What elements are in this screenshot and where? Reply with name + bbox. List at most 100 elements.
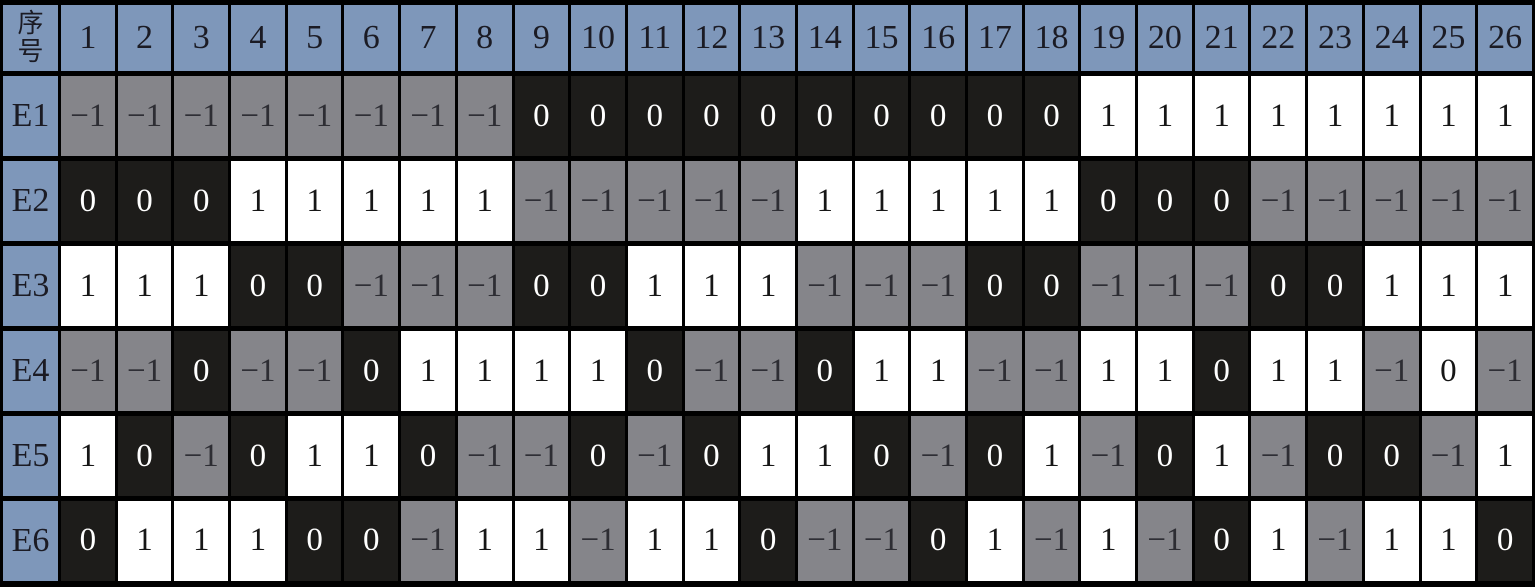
table-row-E2: E2 0 0 0 1 1 1 1 1 −1 −1 −1 −1 −1 1 1 1 1 1 0 0 0 −1 −1 −1 −1 −1 [0,156,1535,246]
table-cell: 1 [1078,71,1139,161]
row-label-E3: E3 [0,241,61,331]
table-cell: 1 [1418,71,1479,161]
table-cell: 0 [738,496,798,587]
row-label-E4: E4 [0,326,61,416]
table-cell: 0 [341,496,402,587]
table-cell: 0 [624,71,685,161]
column-header-14: 14 [794,0,855,76]
column-header-5: 5 [284,0,345,76]
table-cell: 1 [1021,411,1082,501]
table-cell: 0 [908,71,968,161]
table-cell: 1 [114,241,175,331]
row-label-E2: E2 [0,156,61,246]
table-cell: 1 [454,496,515,587]
table-cell: 0 [284,496,345,587]
table-cell: −1 [1135,496,1195,587]
corner-label: 序号 [0,0,61,76]
table-cell: 1 [1305,71,1365,161]
row-label-E6: E6 [0,496,61,587]
table-cell: −1 [114,326,175,416]
table-cell: 1 [681,241,742,331]
table-cell: 1 [568,326,628,416]
table-cell: 1 [1418,241,1479,331]
table-cell: 0 [1191,326,1252,416]
table-cell: −1 [1191,241,1252,331]
column-header-9: 9 [511,0,572,76]
table-cell: −1 [681,156,742,246]
table-cell: 0 [965,241,1025,331]
column-header-18: 18 [1021,0,1082,76]
table-cell: −1 [1305,156,1365,246]
table-cell: 1 [851,326,912,416]
table-cell: 1 [171,496,232,587]
column-header-10: 10 [568,0,628,76]
table-cell: 0 [114,156,175,246]
table-cell: 1 [1418,496,1479,587]
table-cell: 1 [1135,326,1195,416]
table-cell: −1 [738,326,798,416]
table-cell: −1 [511,411,572,501]
table-cell: −1 [1305,496,1365,587]
table-cell: 1 [681,496,742,587]
column-header-24: 24 [1361,0,1422,76]
table-cell: 0 [511,241,572,331]
table-cell: −1 [908,411,968,501]
table-cell: 1 [284,156,345,246]
table-cell: 1 [794,411,855,501]
table-cell: 0 [1305,241,1365,331]
table-cell: 1 [114,496,175,587]
column-header-21: 21 [1191,0,1252,76]
table-cell: −1 [1418,156,1479,246]
table-cell: 0 [851,411,912,501]
table-cell: 1 [1191,71,1252,161]
table-cell: 0 [794,326,855,416]
table-cell: −1 [171,71,232,161]
table-cell: 1 [738,411,798,501]
table-cell: 1 [851,156,912,246]
table-cell: 0 [851,71,912,161]
column-header-26: 26 [1475,0,1535,76]
table-cell: −1 [1078,411,1139,501]
table-cell: −1 [454,411,515,501]
table-cell: 0 [228,241,288,331]
table-cell: 0 [1191,156,1252,246]
table-cell: −1 [398,241,458,331]
table-cell: 1 [58,241,118,331]
column-header-16: 16 [908,0,968,76]
table-cell: 0 [1135,411,1195,501]
table-cell: −1 [228,71,288,161]
table-body: E1 −1 −1 −1 −1 −1 −1 −1 −1 0 0 0 0 0 0 0 0 0 0 1 1 1 1 1 1 1 1 E2 0 0… [0,71,1535,587]
table-cell: −1 [568,496,628,587]
table-cell: 1 [454,156,515,246]
table-cell: 1 [58,411,118,501]
table-cell: −1 [1135,241,1195,331]
table-cell: 0 [794,71,855,161]
table-cell: 1 [171,241,232,331]
table-cell: 0 [284,241,345,331]
table-cell: 0 [341,326,402,416]
table-cell: 1 [1248,71,1309,161]
table-cell: 0 [1418,326,1479,416]
column-header-17: 17 [965,0,1025,76]
table-cell: 1 [228,496,288,587]
column-header-2: 2 [114,0,175,76]
table-cell: 0 [58,156,118,246]
table-cell: 0 [681,411,742,501]
table-cell: 0 [1248,241,1309,331]
table-cell: −1 [1475,326,1535,416]
table-cell: −1 [1475,156,1535,246]
table-cell: 1 [1135,71,1195,161]
table-cell: 0 [1021,241,1082,331]
column-header-3: 3 [171,0,232,76]
table-cell: 0 [568,241,628,331]
column-header-25: 25 [1418,0,1479,76]
table-cell: 0 [681,71,742,161]
table-cell: 1 [1078,496,1139,587]
column-header-20: 20 [1135,0,1195,76]
table-cell: 1 [908,326,968,416]
table-cell: −1 [58,71,118,161]
table-cell: 0 [171,156,232,246]
table-cell: 0 [738,71,798,161]
column-header-4: 4 [228,0,288,76]
table-row-E3: E3 1 1 1 0 0 −1 −1 −1 0 0 1 1 1 −1 −1 −1 0 0 −1 −1 −1 0 0 1 1 1 [0,241,1535,331]
